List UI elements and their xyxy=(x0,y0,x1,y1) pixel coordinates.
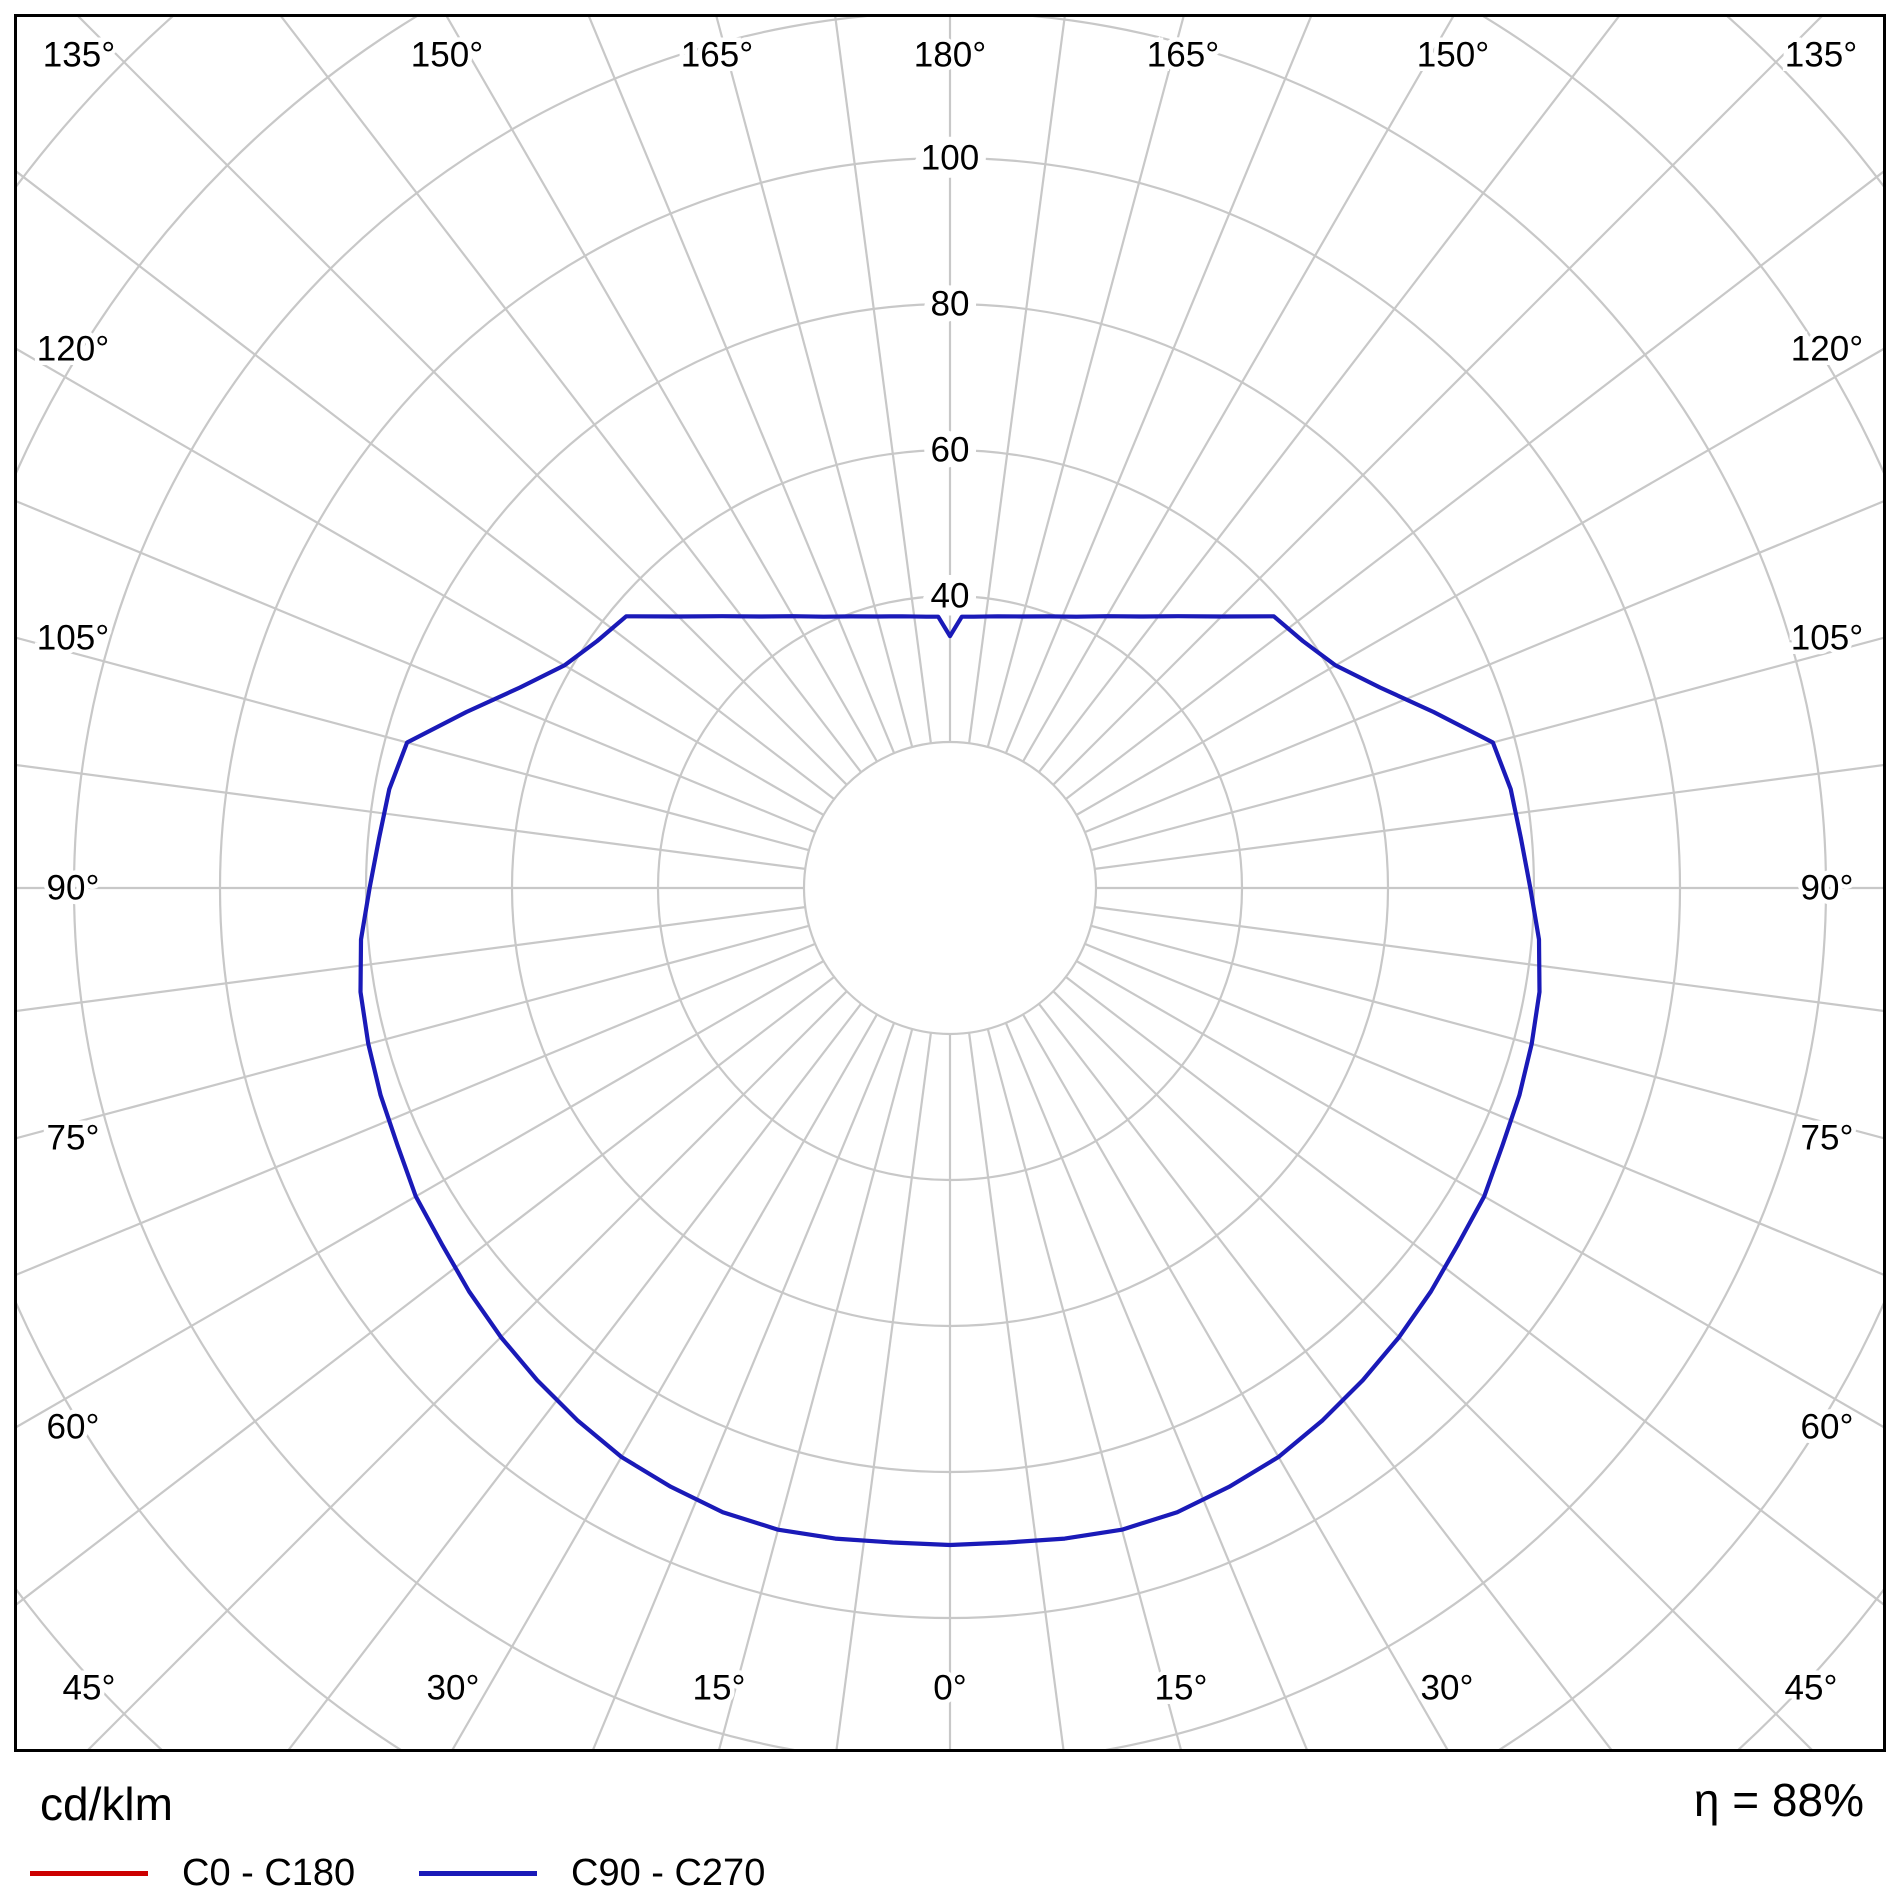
grid-spoke xyxy=(1004,17,1312,754)
grid-spoke xyxy=(1065,976,1883,1606)
legend-line-c0-c180 xyxy=(30,1870,148,1876)
grid-spoke xyxy=(17,170,835,800)
angle-label: 75° xyxy=(47,1119,100,1158)
grid-spoke xyxy=(1084,500,1883,834)
grid-spoke xyxy=(1090,924,1883,1140)
grid-spoke xyxy=(1052,17,1823,786)
curves xyxy=(358,614,1542,1548)
grid-spoke xyxy=(17,348,825,816)
grid-spoke xyxy=(17,636,810,852)
grid-spoke xyxy=(834,17,932,744)
radial-tick-label: 40 xyxy=(931,577,970,616)
angle-label: 45° xyxy=(1785,1669,1838,1708)
angle-label: 105° xyxy=(37,619,109,658)
efficiency-value: η = 88% xyxy=(1693,1774,1864,1826)
grid-spoke xyxy=(1038,17,1620,773)
grid-spoke xyxy=(17,500,816,834)
grid-spoke xyxy=(1075,348,1883,816)
angle-labels: 0° 15° 15° 30° 30° 45° 45° 60° 60° 75° 75° 90° 90° 10… xyxy=(32,31,1867,1712)
angle-label: 165° xyxy=(1147,36,1219,75)
grid-spoke xyxy=(1052,990,1813,1749)
polar-photometric-chart: 0° 15° 15° 30° 30° 45° 45° 60° 60° 75° 75° 90° 90° 10… xyxy=(17,17,1883,1749)
radial-tick-label: 100 xyxy=(921,139,979,178)
grid-spoke xyxy=(17,764,806,870)
polar-plot-frame: 0° 15° 15° 30° 30° 45° 45° 60° 60° 75° 75° 90° 90° 10… xyxy=(14,14,1886,1752)
radial-tick-label: 60 xyxy=(931,431,970,470)
angle-label: 120° xyxy=(1791,330,1863,369)
grid-spoke xyxy=(17,960,825,1428)
grid-spoke xyxy=(1094,906,1883,1012)
angle-label: 75° xyxy=(1801,1119,1854,1158)
grid-spoke xyxy=(1038,1003,1613,1749)
angle-label: 105° xyxy=(1791,619,1863,658)
angle-label: 90° xyxy=(1801,869,1854,908)
curve-c90-c270 xyxy=(358,614,1542,1548)
angle-label: 45° xyxy=(63,1669,116,1708)
grid-spoke xyxy=(1004,1022,1308,1749)
legend-line-c90-c270 xyxy=(419,1870,537,1876)
grid-spoke xyxy=(1065,170,1883,800)
grid-spoke xyxy=(715,17,914,748)
legend-label-c90-c270: C90 - C270 xyxy=(571,1851,766,1894)
angle-label: 120° xyxy=(37,330,109,369)
angle-label: 135° xyxy=(43,36,115,75)
grid-spoke xyxy=(588,17,896,754)
grid-spoke xyxy=(968,17,1066,744)
grid-spoke xyxy=(1090,636,1883,852)
grid-spoke xyxy=(280,17,862,773)
angle-label: 180° xyxy=(914,36,986,75)
legend-item-c90-c270: C90 - C270 xyxy=(419,1851,765,1895)
legend-label-c0-c180: C0 - C180 xyxy=(182,1851,356,1894)
grid-spoke xyxy=(1022,17,1455,763)
grid-spoke xyxy=(287,1003,862,1749)
grid-spoke xyxy=(87,990,848,1749)
angle-label: 15° xyxy=(693,1669,746,1708)
angle-label: 165° xyxy=(681,36,753,75)
grid-spoke xyxy=(1022,1013,1449,1749)
grid-spoke xyxy=(17,942,816,1276)
grid-spoke xyxy=(445,17,878,763)
angle-label: 60° xyxy=(1801,1408,1854,1447)
grid-spoke xyxy=(17,906,806,1012)
angle-label: 30° xyxy=(427,1669,480,1708)
grid-spoke xyxy=(1075,960,1883,1428)
grid-spoke xyxy=(835,1032,932,1749)
grid-circle xyxy=(802,740,1098,1036)
grid-spoke xyxy=(17,924,810,1140)
angle-label: 30° xyxy=(1421,1669,1474,1708)
grid-spoke xyxy=(718,1028,914,1749)
grid-spoke xyxy=(986,1028,1182,1749)
angle-label: 0° xyxy=(933,1669,966,1708)
radial-tick-labels: 40 60 80 100 xyxy=(913,131,987,624)
polar-grid xyxy=(17,17,1883,1749)
angle-label: 150° xyxy=(1417,36,1489,75)
grid-spoke xyxy=(1094,764,1883,870)
grid-spoke xyxy=(968,1032,1065,1749)
grid-spoke xyxy=(17,976,835,1606)
angle-label: 150° xyxy=(411,36,483,75)
grid-spoke xyxy=(1084,942,1883,1276)
angle-label: 15° xyxy=(1155,1669,1208,1708)
unit-label: cd/klm xyxy=(40,1778,173,1830)
angle-label: 60° xyxy=(47,1408,100,1447)
angle-label: 135° xyxy=(1785,36,1857,75)
grid-spoke xyxy=(451,1013,878,1749)
legend-item-c0-c180: C0 - C180 xyxy=(30,1851,355,1895)
angle-label: 90° xyxy=(47,869,100,908)
radial-tick-label: 80 xyxy=(931,285,970,324)
grid-spoke xyxy=(592,1022,896,1749)
chart-footer: cd/klm η = 88% C0 - C180 C90 - C270 xyxy=(0,1755,1900,1900)
grid-spoke xyxy=(77,17,848,786)
grid-spoke xyxy=(986,17,1185,748)
